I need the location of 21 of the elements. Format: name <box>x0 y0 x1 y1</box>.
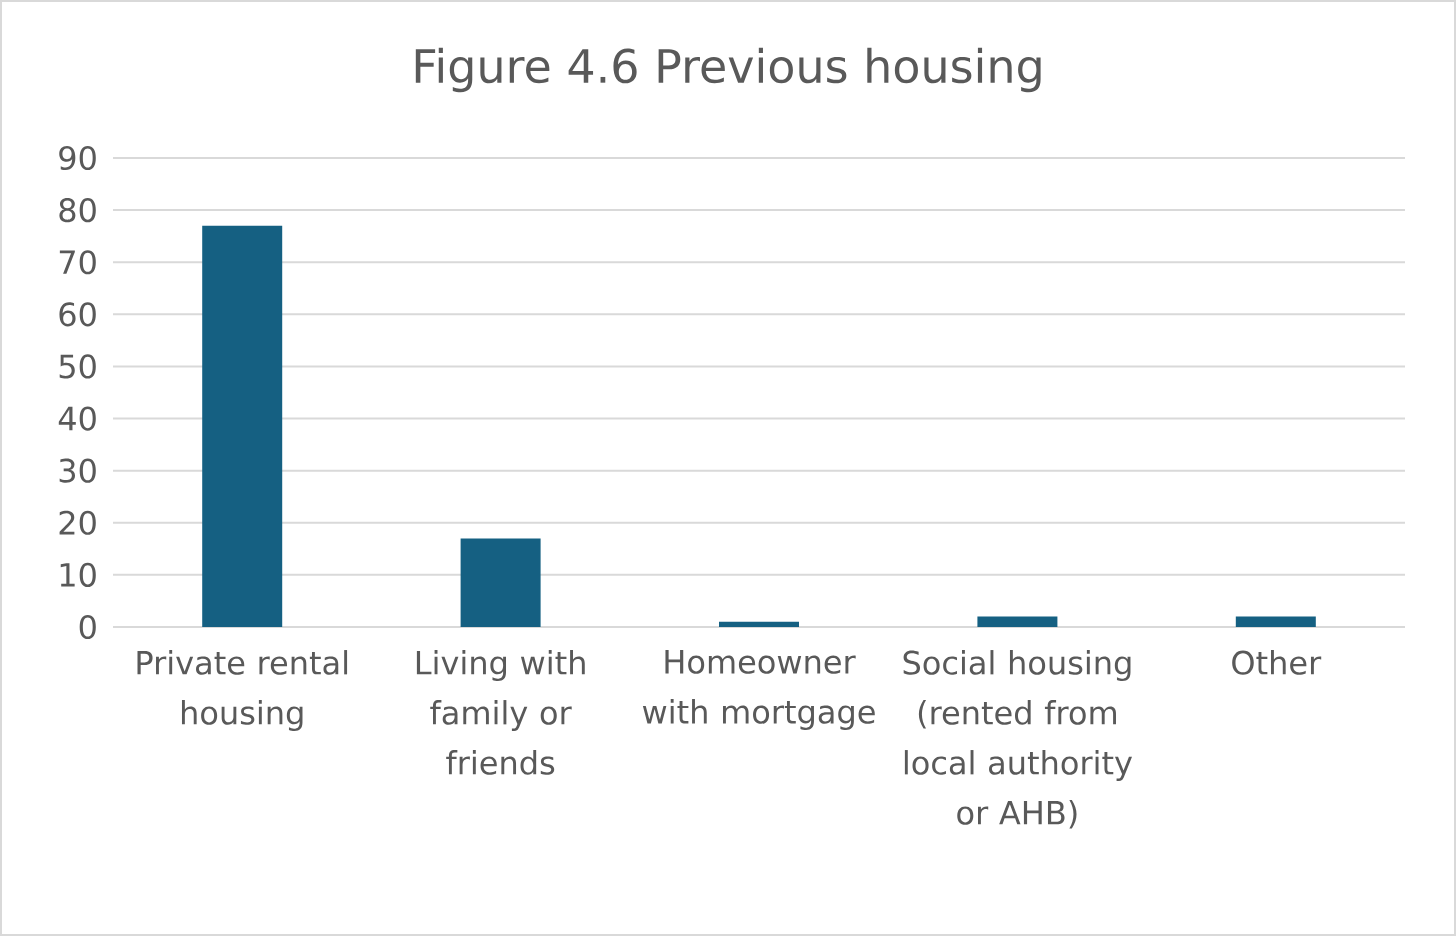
bar <box>719 621 800 627</box>
bar <box>202 225 283 627</box>
y-tick-label: 40 <box>58 406 96 431</box>
y-tick-label: 80 <box>59 198 96 223</box>
y-tick-label: 0 <box>79 614 96 640</box>
y-tick-label: 30 <box>59 458 96 483</box>
x-tick-label: Private rental housing <box>137 650 348 732</box>
y-tick-label: 60 <box>59 302 96 327</box>
x-tick-label: Homeowner with mortgage <box>642 650 875 731</box>
bar <box>977 616 1058 627</box>
x-tick-label: Other <box>1232 650 1322 675</box>
y-tick-label: 10 <box>60 562 96 587</box>
bar <box>460 538 541 627</box>
y-tick-label: 90 <box>59 145 96 171</box>
bar <box>1235 616 1316 627</box>
x-tick-label: Living with family or friends <box>416 650 585 775</box>
x-tick-label: Social housing (rented from local authority or AHB) <box>903 650 1133 829</box>
y-tick-label: 50 <box>59 354 96 379</box>
y-tick-label: 20 <box>59 510 96 535</box>
chart-title: Figure 4.6 Previous housing <box>415 47 1041 93</box>
y-tick-label: 70 <box>59 250 96 275</box>
